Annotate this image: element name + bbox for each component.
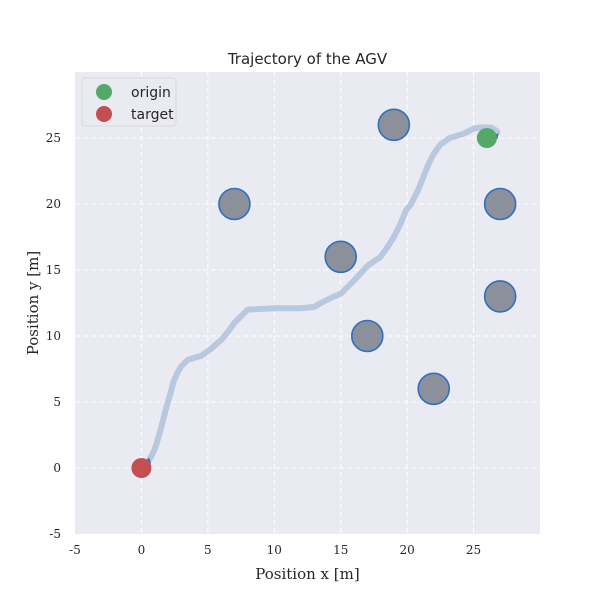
y-tick-label: 20 [46, 197, 61, 211]
origin-marker [476, 128, 497, 148]
obstacle [483, 280, 517, 313]
legend-origin-label: origin [131, 85, 171, 101]
x-tick-label: 15 [333, 543, 348, 557]
obstacle [350, 319, 384, 353]
y-axis-label: Position y [m] [24, 251, 42, 355]
legend-target-label: target [131, 107, 174, 123]
grid-lines [75, 72, 540, 534]
y-tick-label: 0 [53, 461, 61, 475]
y-tick-label: 15 [46, 263, 61, 277]
y-tick-label: 5 [53, 395, 61, 409]
x-tick-label: 25 [466, 543, 481, 557]
y-tick-label: -5 [49, 527, 61, 541]
x-tick-label: 5 [204, 543, 212, 557]
trajectory-line [145, 124, 501, 465]
chart-title: Trajectory of the AGV [227, 50, 388, 68]
obstacles [218, 108, 517, 406]
x-tick-label: 10 [267, 543, 282, 557]
obstacle [218, 187, 251, 221]
obstacle [417, 372, 451, 406]
obstacle [483, 187, 517, 221]
x-tick-label: 0 [138, 543, 146, 557]
obstacle [324, 240, 358, 274]
legend: origin target [81, 77, 177, 127]
legend-origin-marker [96, 84, 112, 100]
endpoint-markers [131, 128, 497, 478]
legend-target-marker [96, 106, 112, 122]
obstacle [377, 108, 411, 142]
x-tick-labels: -5 0 5 10 15 20 25 [69, 543, 481, 557]
x-axis-label: Position x [m] [255, 565, 359, 583]
x-tick-label: -5 [69, 543, 81, 557]
y-tick-label: 25 [46, 131, 61, 145]
target-marker [131, 458, 152, 478]
y-tick-labels: -5 0 5 10 15 20 25 [46, 131, 61, 541]
y-tick-label: 10 [46, 329, 61, 343]
x-tick-label: 20 [400, 543, 415, 557]
